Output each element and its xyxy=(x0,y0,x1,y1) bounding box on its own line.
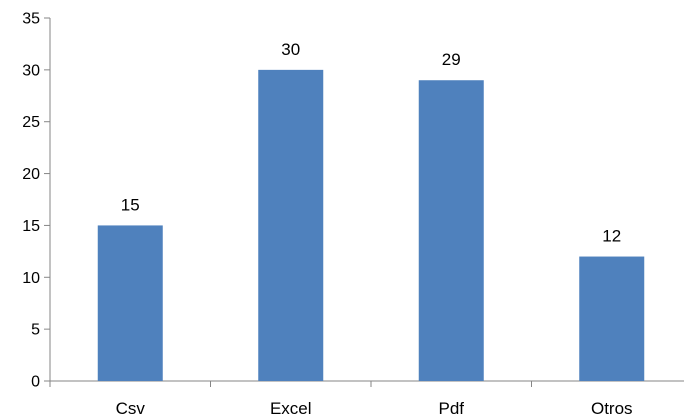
y-tick-label: 15 xyxy=(22,218,40,235)
y-tick-label: 0 xyxy=(31,374,40,391)
bar-excel xyxy=(258,69,324,381)
data-label-excel: 30 xyxy=(281,40,300,59)
data-labels: 15 30 29 12 xyxy=(121,40,621,246)
x-tick-label-excel: Excel xyxy=(270,399,312,418)
bar-series xyxy=(97,69,645,381)
y-tick-label: 25 xyxy=(22,114,40,131)
bar-csv xyxy=(97,225,163,381)
y-tick-label: 30 xyxy=(22,62,40,79)
y-axis: 0 5 10 15 20 25 30 35 xyxy=(22,11,50,391)
data-label-otros: 12 xyxy=(602,227,621,246)
y-tick-label: 5 xyxy=(31,322,40,339)
data-label-csv: 15 xyxy=(121,195,140,214)
bar-otros xyxy=(579,256,645,381)
y-tick-label: 35 xyxy=(22,11,40,28)
x-tick-label-csv: Csv xyxy=(116,399,146,418)
data-label-pdf: 29 xyxy=(442,50,461,69)
x-tick-label-otros: Otros xyxy=(591,399,633,418)
y-tick-label: 20 xyxy=(22,166,40,183)
x-axis: Csv Excel Pdf Otros xyxy=(49,381,633,418)
bar-pdf xyxy=(418,80,484,381)
y-tick-label: 10 xyxy=(22,270,40,287)
x-tick-label-pdf: Pdf xyxy=(438,399,464,418)
